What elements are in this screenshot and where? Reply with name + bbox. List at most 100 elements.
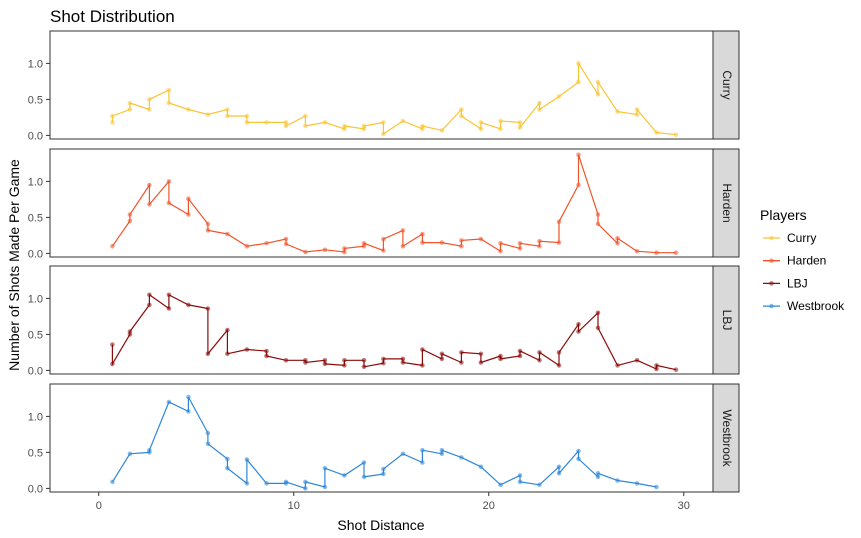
data-point — [186, 212, 191, 217]
data-point — [205, 441, 211, 447]
y-tick-label: 0.5 — [28, 212, 43, 224]
data-point — [166, 292, 172, 298]
data-point — [556, 219, 562, 224]
data-point — [381, 360, 386, 366]
data-point — [205, 221, 211, 227]
data-point — [595, 325, 601, 331]
data-point — [556, 363, 562, 368]
data-point — [225, 465, 230, 471]
data-point — [186, 302, 191, 308]
data-point — [537, 100, 542, 106]
facet-panels: Curry 0.0 0.5 1.0 Harden 0.0 0.5 1.0 LBJ 0.0 0.5 1.… — [28, 30, 740, 512]
data-point — [110, 243, 115, 249]
data-point — [186, 394, 191, 400]
y-tick-label: 0.0 — [28, 130, 43, 142]
data-point — [576, 79, 581, 85]
data-point — [381, 356, 386, 362]
data-point — [147, 202, 152, 207]
data-point — [576, 329, 581, 334]
data-point — [556, 350, 562, 355]
y-axis-label: Number of Shots Made Per Game — [6, 159, 22, 371]
data-point — [225, 456, 230, 462]
data-point — [400, 451, 406, 457]
data-point — [361, 364, 367, 370]
data-point — [381, 466, 386, 472]
legend-item-westbrook: Westbrook — [763, 299, 845, 313]
data-point — [166, 100, 172, 106]
data-point — [498, 241, 503, 246]
panel-harden: Harden 0.0 0.5 1.0 — [28, 148, 740, 260]
data-point — [459, 455, 464, 460]
data-point — [517, 120, 523, 125]
data-point — [576, 456, 581, 462]
data-point — [283, 236, 289, 242]
data-point — [264, 120, 269, 125]
data-point — [673, 132, 679, 137]
data-point — [147, 292, 152, 298]
data-point — [127, 329, 133, 334]
data-point — [595, 471, 601, 476]
series-line-lbj — [111, 293, 677, 371]
data-point — [186, 409, 191, 414]
data-point — [517, 125, 523, 130]
facet-strip — [712, 148, 740, 258]
y-tick-label: 1.0 — [28, 176, 43, 188]
facet-strip-label: LBJ — [720, 310, 734, 331]
data-point — [225, 113, 230, 119]
data-point — [420, 347, 425, 352]
data-point — [400, 360, 406, 365]
data-point — [420, 231, 425, 237]
data-point — [303, 479, 308, 485]
legend-label: LBJ — [787, 276, 808, 290]
data-point — [498, 126, 503, 132]
data-point — [595, 310, 601, 316]
data-point — [147, 107, 152, 112]
legend-item-harden: Harden — [763, 254, 826, 268]
data-point — [400, 228, 406, 233]
data-point — [244, 347, 250, 352]
data-point — [478, 120, 484, 125]
data-point — [381, 131, 386, 137]
data-point — [556, 471, 562, 476]
data-point — [127, 100, 133, 106]
data-point — [420, 363, 425, 368]
data-point — [537, 107, 542, 112]
data-point — [110, 479, 115, 485]
legend-title: Players — [760, 207, 807, 223]
facet-strip-label: Westbrook — [720, 409, 734, 467]
data-point — [400, 243, 406, 249]
data-point — [110, 342, 115, 347]
data-point — [478, 464, 484, 470]
data-point — [537, 243, 542, 249]
data-point — [634, 107, 640, 112]
data-point — [147, 182, 152, 188]
data-point — [615, 363, 620, 368]
legend-label: Curry — [787, 231, 816, 245]
data-point — [439, 240, 445, 245]
data-point — [556, 464, 562, 470]
y-tick-label: 0.0 — [28, 248, 43, 260]
data-point — [673, 367, 679, 373]
data-point — [110, 120, 115, 125]
data-point — [595, 79, 601, 85]
data-point — [361, 358, 367, 363]
data-point — [537, 350, 542, 355]
data-point — [303, 486, 308, 491]
data-point — [322, 247, 328, 253]
data-point — [498, 248, 503, 254]
data-point — [673, 250, 679, 255]
data-point — [634, 112, 640, 117]
data-point — [615, 241, 620, 246]
data-point — [576, 61, 581, 66]
data-point — [381, 471, 386, 477]
data-point — [303, 249, 308, 255]
legend-label: Westbrook — [787, 299, 845, 313]
y-tick-label: 1.0 — [28, 411, 43, 423]
data-point — [147, 447, 152, 453]
data-point — [127, 212, 133, 217]
data-point — [127, 107, 133, 112]
data-point — [459, 107, 464, 112]
data-point — [127, 218, 133, 224]
data-point — [634, 358, 640, 363]
data-point — [361, 460, 367, 465]
